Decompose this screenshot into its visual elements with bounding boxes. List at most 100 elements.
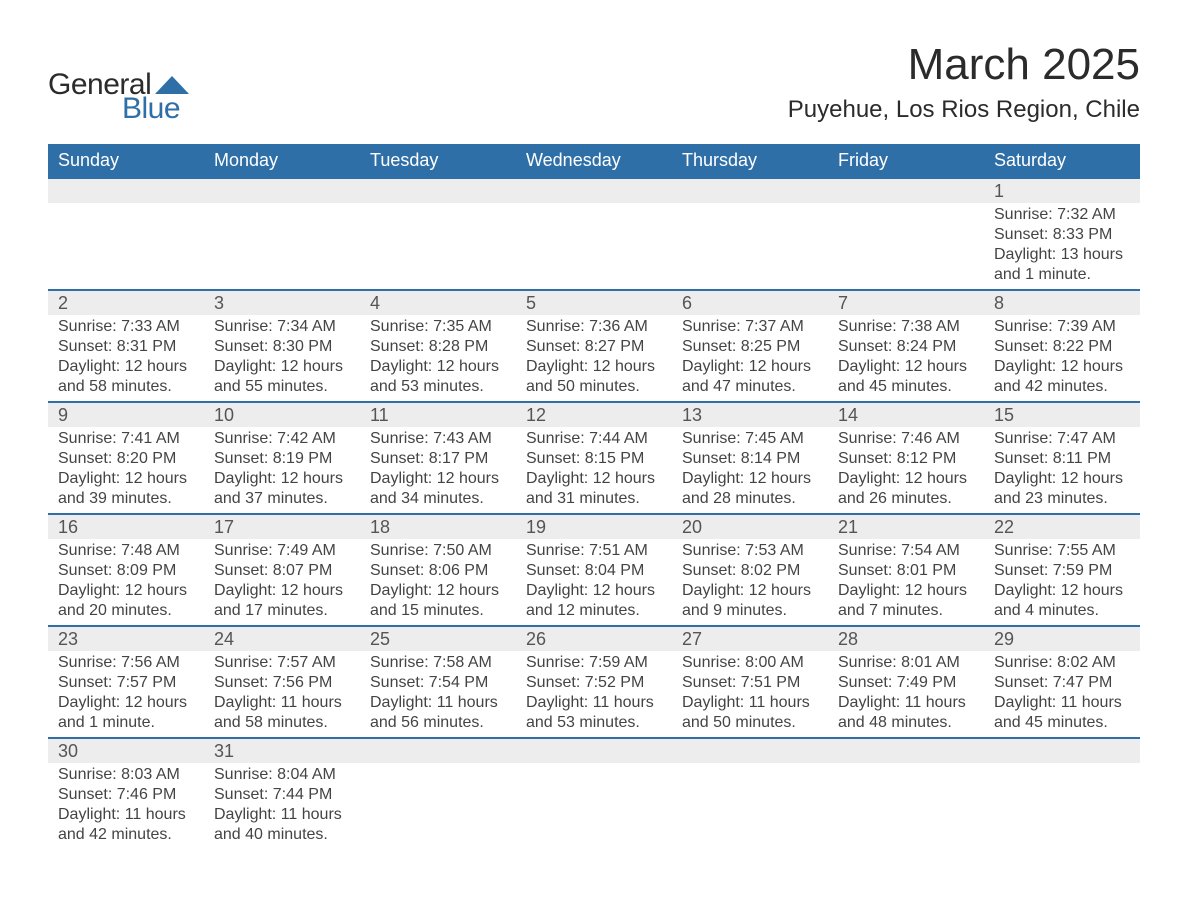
sunrise-text: Sunrise: 7:55 AM [994,541,1130,561]
day-number: 15 [984,401,1140,427]
day-number: 20 [672,513,828,539]
day-detail: Sunrise: 7:35 AMSunset: 8:28 PMDaylight:… [360,315,516,401]
detail-row: Sunrise: 7:32 AMSunset: 8:33 PMDaylight:… [48,203,1140,289]
day-detail: Sunrise: 7:32 AMSunset: 8:33 PMDaylight:… [984,203,1140,289]
sunset-text: Sunset: 7:46 PM [58,785,194,805]
daylight-text: Daylight: 12 hours and 23 minutes. [994,469,1130,509]
day-number [828,177,984,203]
sunrise-text: Sunrise: 7:36 AM [526,317,662,337]
day-detail: Sunrise: 7:46 AMSunset: 8:12 PMDaylight:… [828,427,984,513]
sunset-text: Sunset: 8:01 PM [838,561,974,581]
sunrise-text: Sunrise: 7:53 AM [682,541,818,561]
day-number: 9 [48,401,204,427]
sunset-text: Sunset: 7:54 PM [370,673,506,693]
detail-row: Sunrise: 7:33 AMSunset: 8:31 PMDaylight:… [48,315,1140,401]
sunset-text: Sunset: 8:19 PM [214,449,350,469]
sunrise-text: Sunrise: 7:46 AM [838,429,974,449]
daylight-text: Daylight: 11 hours and 45 minutes. [994,693,1130,733]
day-number: 25 [360,625,516,651]
daylight-text: Daylight: 12 hours and 15 minutes. [370,581,506,621]
detail-row: Sunrise: 7:48 AMSunset: 8:09 PM Daylight:… [48,539,1140,625]
daylight-text: Daylight: 12 hours and 4 minutes. [994,581,1130,621]
sunset-text: Sunset: 8:31 PM [58,337,194,357]
day-detail: Sunrise: 7:53 AMSunset: 8:02 PMDaylight:… [672,539,828,625]
sunrise-text: Sunrise: 7:48 AM [58,541,194,561]
daynum-row: 9101112131415 [48,401,1140,427]
day-number: 10 [204,401,360,427]
sunrise-text: Sunrise: 7:51 AM [526,541,662,561]
sunset-text: Sunset: 8:22 PM [994,337,1130,357]
day-number: 2 [48,289,204,315]
daylight-text: Daylight: 12 hours and 50 minutes. [526,357,662,397]
day-detail: Sunrise: 7:34 AMSunset: 8:30 PMDaylight:… [204,315,360,401]
day-detail: Sunrise: 8:04 AMSunset: 7:44 PMDaylight:… [204,763,360,849]
column-header: Saturday [984,144,1140,177]
day-detail: Sunrise: 7:43 AMSunset: 8:17 PMDaylight:… [360,427,516,513]
sunset-text: Sunset: 8:33 PM [994,225,1130,245]
daylight-text: Daylight: 12 hours and 12 minutes. [526,581,662,621]
day-number: 26 [516,625,672,651]
daylight-text: Daylight: 11 hours and 56 minutes. [370,693,506,733]
sunrise-text: Sunrise: 7:41 AM [58,429,194,449]
daylight-text: Daylight: 12 hours and 31 minutes. [526,469,662,509]
day-detail: Sunrise: 7:57 AMSunset: 7:56 PMDaylight:… [204,651,360,737]
day-number: 1 [984,177,1140,203]
day-number [672,737,828,763]
sunset-text: Sunset: 7:57 PM [58,673,194,693]
daylight-text: Daylight: 11 hours and 40 minutes. [214,805,350,845]
day-number: 17 [204,513,360,539]
detail-row: Sunrise: 7:41 AMSunset: 8:20 PM Daylight:… [48,427,1140,513]
sunset-text: Sunset: 7:56 PM [214,673,350,693]
day-number: 3 [204,289,360,315]
daynum-row: 16171819202122 [48,513,1140,539]
day-detail: Sunrise: 7:45 AMSunset: 8:14 PMDaylight:… [672,427,828,513]
month-title: March 2025 [788,40,1140,90]
day-number: 29 [984,625,1140,651]
daylight-text: Daylight: 12 hours and 17 minutes. [214,581,350,621]
day-detail [984,763,1140,789]
sunrise-text: Sunrise: 7:57 AM [214,653,350,673]
sunset-text: Sunset: 8:20 PM [58,449,194,469]
sunset-text: Sunset: 8:04 PM [526,561,662,581]
calendar-table: SundayMondayTuesdayWednesdayThursdayFrid… [48,144,1140,849]
day-detail: Sunrise: 7:54 AMSunset: 8:01 PMDaylight:… [828,539,984,625]
sunrise-text: Sunrise: 7:42 AM [214,429,350,449]
day-number [48,177,204,203]
sunrise-text: Sunrise: 7:59 AM [526,653,662,673]
day-number: 12 [516,401,672,427]
sunrise-text: Sunrise: 7:56 AM [58,653,194,673]
sunset-text: Sunset: 8:27 PM [526,337,662,357]
column-header: Thursday [672,144,828,177]
daylight-text: Daylight: 12 hours and 9 minutes. [682,581,818,621]
day-number: 21 [828,513,984,539]
sunrise-text: Sunrise: 8:04 AM [214,765,350,785]
sunrise-text: Sunrise: 7:38 AM [838,317,974,337]
day-detail [48,203,204,229]
column-header: Wednesday [516,144,672,177]
location-subtitle: Puyehue, Los Rios Region, Chile [788,96,1140,124]
daylight-text: Daylight: 11 hours and 42 minutes. [58,805,194,845]
column-header: Friday [828,144,984,177]
day-detail [360,763,516,789]
day-number: 5 [516,289,672,315]
sunset-text: Sunset: 8:12 PM [838,449,974,469]
day-number [828,737,984,763]
sunset-text: Sunset: 8:09 PM [58,561,194,581]
day-number: 7 [828,289,984,315]
sunrise-text: Sunrise: 7:32 AM [994,205,1130,225]
day-number: 13 [672,401,828,427]
sunrise-text: Sunrise: 8:00 AM [682,653,818,673]
day-number: 14 [828,401,984,427]
day-number: 18 [360,513,516,539]
brand-logo: General Blue [48,40,189,126]
daylight-text: Daylight: 12 hours and 42 minutes. [994,357,1130,397]
sunset-text: Sunset: 8:24 PM [838,337,974,357]
day-detail: Sunrise: 8:00 AMSunset: 7:51 PMDaylight:… [672,651,828,737]
daylight-text: Daylight: 11 hours and 58 minutes. [214,693,350,733]
day-detail [672,763,828,789]
sunset-text: Sunset: 8:14 PM [682,449,818,469]
sunrise-text: Sunrise: 7:49 AM [214,541,350,561]
day-number [672,177,828,203]
sunrise-text: Sunrise: 7:39 AM [994,317,1130,337]
daynum-row: 2345678 [48,289,1140,315]
